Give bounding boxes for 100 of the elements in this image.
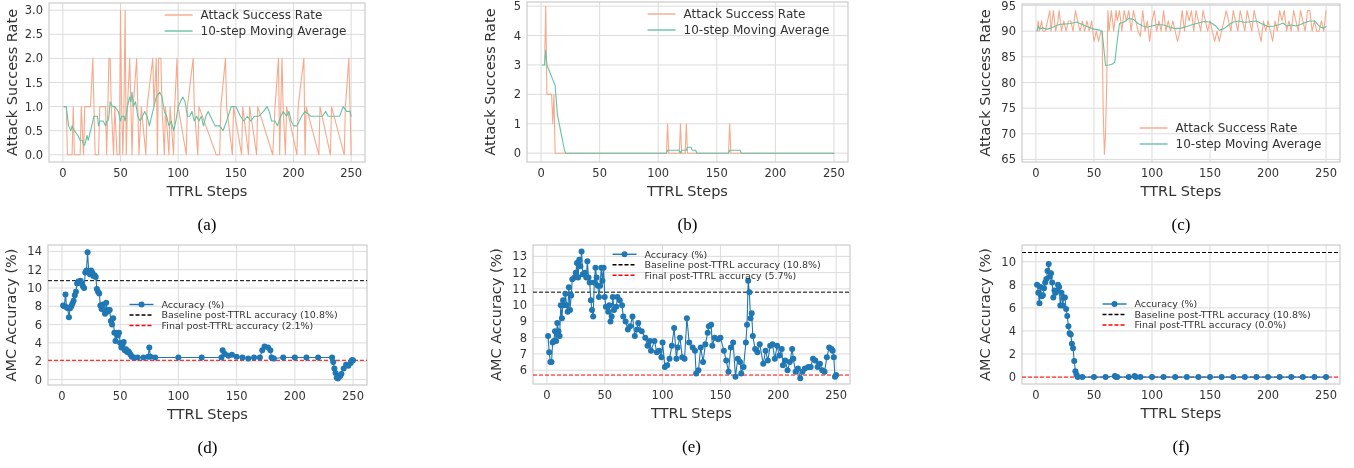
x-axis-title: TTRL Steps — [166, 406, 248, 422]
x-tick-label: 200 — [282, 166, 305, 180]
x-tick-label: 100 — [167, 389, 190, 403]
x-tick-label: 0 — [1032, 166, 1040, 180]
x-tick-label: 0 — [58, 389, 66, 403]
x-tick-label: 50 — [592, 166, 607, 180]
x-axis-title: TTRL Steps — [165, 183, 248, 199]
y-axis-title: AMC Accuracy (%) — [488, 247, 504, 382]
y-tick-label: 6 — [1008, 300, 1016, 315]
line-series — [63, 91, 352, 146]
y-tick-label: 1 — [513, 116, 521, 131]
x-tick-label: 50 — [597, 388, 613, 402]
y-tick-label: 3.0 — [24, 3, 43, 18]
legend-label: Attack Success Rate — [200, 8, 323, 23]
y-tick-label: 12 — [512, 265, 527, 280]
y-tick-label: 2.0 — [24, 51, 43, 66]
x-tick-label: 200 — [767, 388, 790, 402]
line-series — [541, 49, 835, 154]
x-tick-label: 200 — [1257, 166, 1280, 180]
legend-label: 10-step Moving Average — [683, 23, 830, 38]
y-axis-title: Attack Success Rate — [977, 9, 993, 157]
text: (e) — [682, 437, 701, 456]
y-tick-label: 14 — [27, 244, 42, 259]
y-tick-label: 8 — [519, 330, 527, 345]
legend-label: 10-step Moving Average — [1175, 137, 1322, 152]
y-tick-label: 10 — [512, 298, 527, 313]
x-tick-label: 0 — [1032, 388, 1040, 402]
x-tick-label: 200 — [283, 389, 306, 403]
x-tick-label: 0 — [537, 166, 545, 180]
y-tick-label: 12 — [27, 262, 42, 277]
line-series — [1036, 10, 1327, 155]
x-tick-label: 150 — [224, 166, 247, 180]
y-axis-title: Attack Success Rate — [4, 8, 20, 157]
x-tick-label: 100 — [651, 388, 674, 402]
y-tick-label: 10 — [1001, 254, 1016, 269]
y-tick-label: 70 — [1001, 126, 1016, 141]
y-axis-title: Attack Success Rate — [482, 8, 498, 156]
y-tick-label: 65 — [1001, 152, 1016, 167]
text: (f) — [1172, 437, 1190, 456]
y-tick-label: 4 — [513, 28, 521, 43]
x-tick-label: 150 — [705, 166, 728, 180]
y-tick-label: 95 — [1001, 0, 1016, 13]
y-tick-label: 2 — [34, 354, 42, 369]
legend-label: Baseline post-TTRL accuracy (10.8%) — [644, 259, 821, 271]
x-tick-label: 100 — [647, 166, 670, 180]
legend-label: Baseline post-TTRL accuracy (10.8%) — [1134, 308, 1311, 320]
y-tick-label: 1.0 — [24, 99, 43, 114]
y-tick-label: 8 — [34, 299, 42, 314]
x-tick-label: 0 — [543, 388, 551, 402]
y-tick-label: 4 — [34, 335, 42, 350]
x-tick-label: 100 — [167, 166, 190, 180]
x-axis-title: TTRL Steps — [1139, 405, 1222, 421]
line-series — [1036, 17, 1327, 67]
line-series — [63, 9, 352, 156]
legend-label: Final post-TTRL accuracy (5.7%) — [644, 269, 797, 281]
y-tick-label: 2.5 — [24, 27, 43, 42]
x-tick-label: 250 — [340, 166, 363, 180]
y-tick-label: 9 — [519, 314, 527, 329]
x-axis-title: TTRL Steps — [646, 183, 728, 199]
y-tick-label: 0 — [1008, 370, 1016, 385]
y-tick-label: 3 — [513, 57, 521, 72]
legend-label: Accuracy (%) — [644, 248, 708, 260]
y-tick-label: 75 — [1001, 101, 1016, 116]
legend-label: Attack Success Rate — [1175, 121, 1298, 136]
x-axis-title: TTRL Steps — [1139, 183, 1222, 199]
y-tick-label: 6 — [519, 363, 527, 378]
x-tick-label: 250 — [1315, 166, 1338, 180]
x-tick-label: 50 — [113, 166, 128, 180]
y-tick-label: 90 — [1001, 24, 1016, 39]
x-tick-label: 250 — [342, 389, 365, 403]
x-tick-label: 100 — [1141, 166, 1163, 180]
y-tick-label: 0.5 — [24, 123, 43, 138]
legend-label: 10-step Moving Average — [200, 24, 347, 39]
x-tick-label: 50 — [1086, 166, 1102, 180]
y-tick-label: 2 — [1008, 347, 1016, 362]
x-tick-label: 50 — [1086, 388, 1102, 402]
x-axis-title: TTRL Steps — [650, 405, 732, 421]
y-tick-label: 13 — [512, 249, 527, 264]
y-tick-label: 7 — [519, 346, 527, 361]
y-tick-label: 11 — [512, 281, 527, 296]
y-tick-label: 4 — [1008, 323, 1016, 338]
y-tick-label: 6 — [34, 317, 42, 332]
x-tick-label: 150 — [1199, 166, 1221, 180]
x-tick-label: 250 — [825, 388, 848, 402]
legend-label: Attack Success Rate — [683, 7, 806, 22]
y-tick-label: 0.0 — [24, 147, 43, 162]
x-tick-label: 100 — [1141, 388, 1163, 402]
y-tick-label: 0 — [513, 146, 521, 161]
text: (a) — [197, 215, 217, 234]
text: (c) — [1171, 215, 1191, 234]
legend-label: Baseline post-TTRL accuracy (10.8%) — [161, 309, 338, 321]
text: (b) — [677, 215, 698, 234]
y-tick-label: 85 — [1001, 49, 1016, 64]
y-tick-label: 1.5 — [24, 75, 43, 90]
y-axis-title: AMC Accuracy (%) — [977, 247, 993, 382]
x-tick-label: 150 — [1199, 388, 1221, 402]
legend-label: Final post-TTRL accuracy (2.1%) — [161, 319, 314, 331]
y-tick-label: 0 — [34, 372, 42, 387]
legend-label: Final post-TTRL accuracy (0.0%) — [1134, 319, 1287, 331]
x-tick-label: 200 — [764, 166, 787, 180]
